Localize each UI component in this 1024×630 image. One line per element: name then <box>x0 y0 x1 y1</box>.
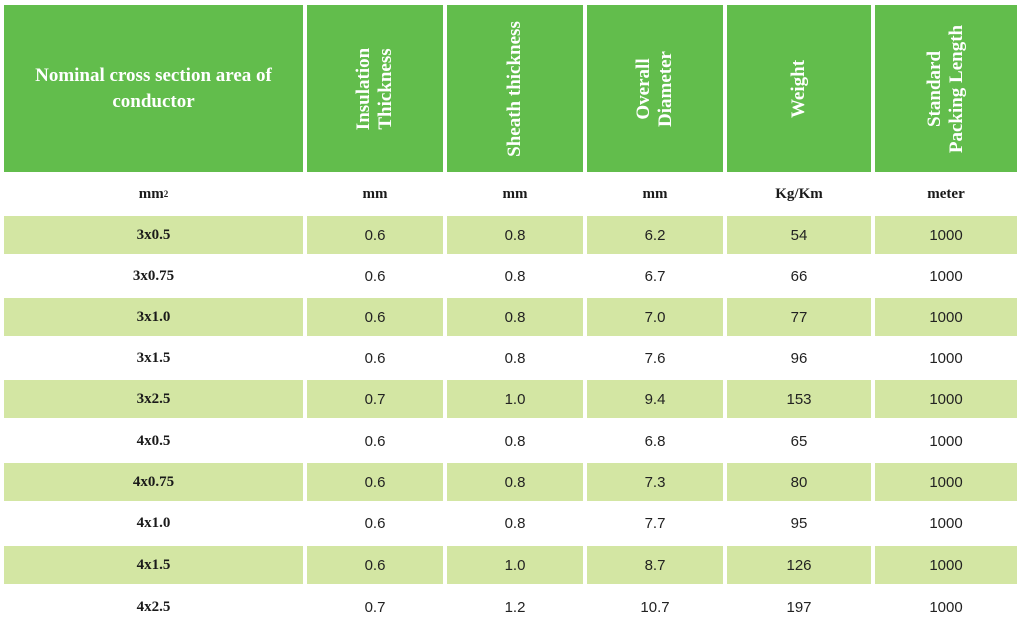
unit-area-text: mm <box>138 185 164 202</box>
header-insulation-thickness: Insulation Thickness <box>307 5 443 172</box>
table-cell-area: 3x0.75 <box>132 267 175 284</box>
table-cell-area: 3x0.5 <box>4 216 303 254</box>
header-weight: Weight <box>727 5 871 172</box>
table-cell-weight: 77 <box>727 298 871 336</box>
table-cell-insulation: 0.6 <box>364 349 386 367</box>
table-cell-length: 1000 <box>875 463 1017 501</box>
table-cell-insulation: 0.6 <box>364 514 386 532</box>
table-cell-insulation: 0.6 <box>307 546 443 584</box>
table-cell-weight: 126 <box>727 546 871 584</box>
table-cell-diameter: 7.3 <box>587 463 723 501</box>
table-cell-insulation: 0.6 <box>307 216 443 254</box>
unit-diameter: mm <box>642 185 668 202</box>
table-cell-length: 1000 <box>875 298 1017 336</box>
header-line: Nominal cross section area of <box>35 64 272 86</box>
table-cell-diameter: 7.7 <box>644 514 666 532</box>
table-cell-diameter: 7.6 <box>644 349 666 367</box>
table-cell-weight: 197 <box>786 598 812 616</box>
table-cell-insulation: 0.6 <box>364 432 386 450</box>
header-line: Weight <box>788 59 809 118</box>
header-line: Packing Length <box>946 24 967 153</box>
unit-insulation: mm <box>362 185 388 202</box>
header-line: Diameter <box>655 50 676 127</box>
table-cell-length: 1000 <box>929 598 963 616</box>
table-cell-sheath: 1.0 <box>447 546 583 584</box>
table-cell-sheath: 1.0 <box>447 380 583 418</box>
table-cell-weight: 66 <box>790 267 808 285</box>
header-line: Thickness <box>375 47 396 130</box>
table-cell-weight: 80 <box>727 463 871 501</box>
table-cell-weight: 96 <box>790 349 808 367</box>
table-cell-length: 1000 <box>929 267 963 285</box>
header-line: Standard <box>924 50 945 127</box>
table-cell-area: 4x2.5 <box>136 598 171 615</box>
table-cell-diameter: 8.7 <box>587 546 723 584</box>
header-cross-section-area: Nominal cross section area of conductor <box>4 5 303 172</box>
table-cell-sheath: 0.8 <box>447 298 583 336</box>
header-line: conductor <box>112 90 195 112</box>
header-standard-packing-length: Standard Packing Length <box>875 5 1017 172</box>
table-cell-length: 1000 <box>929 514 963 532</box>
table-cell-weight: 95 <box>790 514 808 532</box>
table-cell-sheath: 0.8 <box>447 216 583 254</box>
table-cell-area: 3x1.0 <box>4 298 303 336</box>
table-cell-diameter: 7.0 <box>587 298 723 336</box>
unit-weight: Kg/Km <box>775 185 823 202</box>
table-cell-diameter: 10.7 <box>640 598 670 616</box>
header-sheath-thickness: Sheath thickness <box>447 5 583 172</box>
table-cell-sheath: 0.8 <box>504 514 526 532</box>
table-cell-insulation: 0.6 <box>307 298 443 336</box>
table-cell-insulation: 0.7 <box>307 380 443 418</box>
header-line: Insulation <box>353 47 374 130</box>
table-cell-diameter: 6.2 <box>587 216 723 254</box>
unit-area: mm 2 <box>138 185 169 202</box>
header-overall-diameter: Overall Diameter <box>587 5 723 172</box>
table-cell-weight: 65 <box>790 432 808 450</box>
table-cell-diameter: 6.8 <box>644 432 666 450</box>
table-cell-area: 3x2.5 <box>4 380 303 418</box>
header-line: Overall <box>633 57 654 120</box>
unit-length: meter <box>927 185 965 202</box>
table-cell-sheath: 0.8 <box>447 463 583 501</box>
table-cell-sheath: 0.8 <box>504 432 526 450</box>
table-cell-sheath: 0.8 <box>504 349 526 367</box>
header-line: Sheath thickness <box>503 20 525 157</box>
table-cell-weight: 153 <box>727 380 871 418</box>
table-cell-length: 1000 <box>929 349 963 367</box>
table-cell-sheath: 0.8 <box>504 267 526 285</box>
table-cell-length: 1000 <box>875 216 1017 254</box>
table-cell-length: 1000 <box>929 432 963 450</box>
table-cell-insulation: 0.6 <box>364 267 386 285</box>
table-cell-insulation: 0.6 <box>307 463 443 501</box>
table-cell-area: 4x0.5 <box>136 432 171 449</box>
table-cell-diameter: 9.4 <box>587 380 723 418</box>
table-cell-insulation: 0.7 <box>364 598 386 616</box>
table-cell-area: 3x1.5 <box>136 349 171 366</box>
table-cell-area: 4x1.0 <box>136 514 171 531</box>
table-cell-area: 4x1.5 <box>4 546 303 584</box>
table-cell-length: 1000 <box>875 380 1017 418</box>
table-cell-sheath: 1.2 <box>504 598 526 616</box>
table-cell-length: 1000 <box>875 546 1017 584</box>
table-cell-diameter: 6.7 <box>644 267 666 285</box>
unit-sheath: mm <box>502 185 528 202</box>
table-cell-weight: 54 <box>727 216 871 254</box>
table-cell-area: 4x0.75 <box>4 463 303 501</box>
